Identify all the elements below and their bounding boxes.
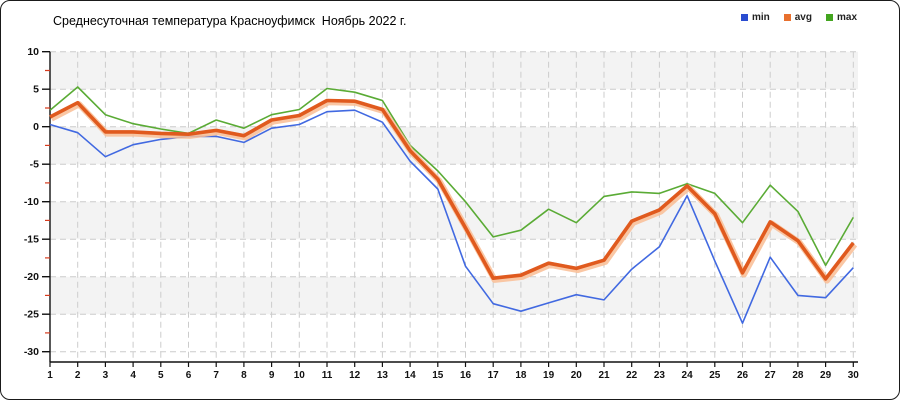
- avg-series-swatch-icon: [783, 14, 791, 21]
- svg-text:28: 28: [792, 370, 804, 381]
- svg-text:2: 2: [75, 370, 81, 381]
- svg-text:23: 23: [654, 370, 666, 381]
- svg-text:-30: -30: [24, 346, 39, 358]
- legend-item-min[interactable]: min: [740, 12, 770, 23]
- svg-text:12: 12: [349, 370, 361, 381]
- x-axis: 1 2 3 4 5 6 7 8 9 10 11 12 13 14 15 16 17 18 19 20 21 22 23 24 2…: [47, 361, 860, 381]
- svg-text:10: 10: [294, 370, 306, 381]
- chart-title: Среднесуточная температура Красноуфимск …: [53, 14, 407, 28]
- svg-text:27: 27: [765, 370, 777, 381]
- svg-text:0: 0: [33, 121, 39, 133]
- svg-text:15: 15: [432, 370, 444, 381]
- gridlines: [49, 51, 858, 362]
- svg-text:9: 9: [269, 370, 275, 381]
- min-series-swatch-icon: [740, 14, 748, 21]
- svg-text:-10: -10: [24, 196, 39, 208]
- svg-text:-20: -20: [24, 271, 39, 283]
- svg-text:20: 20: [571, 370, 583, 381]
- svg-text:7: 7: [213, 370, 219, 381]
- legend-label-max: max: [836, 12, 857, 23]
- svg-text:16: 16: [460, 370, 472, 381]
- svg-text:21: 21: [598, 370, 610, 381]
- legend-label-min: min: [751, 12, 770, 23]
- svg-text:-25: -25: [24, 309, 39, 321]
- svg-text:11: 11: [322, 370, 333, 381]
- svg-text:4: 4: [130, 370, 136, 381]
- svg-text:6: 6: [186, 370, 192, 381]
- svg-text:19: 19: [543, 370, 555, 381]
- plot-bands: [50, 51, 858, 315]
- svg-text:22: 22: [626, 370, 638, 381]
- svg-text:-5: -5: [30, 159, 39, 171]
- y-axis: 10 5 0 -5 -10 -15 -20 -25 -30: [24, 46, 51, 362]
- svg-text:17: 17: [488, 370, 500, 381]
- legend-item-avg[interactable]: avg: [783, 12, 812, 23]
- max-series-swatch-icon: [825, 14, 833, 21]
- svg-text:1: 1: [47, 370, 53, 381]
- svg-text:5: 5: [158, 370, 164, 381]
- svg-text:-15: -15: [24, 234, 39, 246]
- svg-text:30: 30: [848, 370, 860, 381]
- legend-label-avg: avg: [794, 12, 812, 23]
- svg-text:3: 3: [103, 370, 109, 381]
- svg-text:14: 14: [405, 370, 417, 381]
- svg-text:13: 13: [377, 370, 389, 381]
- svg-text:24: 24: [682, 370, 694, 381]
- svg-text:5: 5: [33, 84, 39, 96]
- svg-text:10: 10: [27, 46, 39, 58]
- legend: min avg max: [740, 12, 857, 23]
- svg-text:18: 18: [515, 370, 527, 381]
- svg-text:29: 29: [820, 370, 832, 381]
- series-avg: [49, 98, 858, 284]
- svg-text:8: 8: [241, 370, 247, 381]
- legend-item-max[interactable]: max: [825, 12, 857, 23]
- svg-text:26: 26: [737, 370, 749, 381]
- svg-text:25: 25: [709, 370, 721, 381]
